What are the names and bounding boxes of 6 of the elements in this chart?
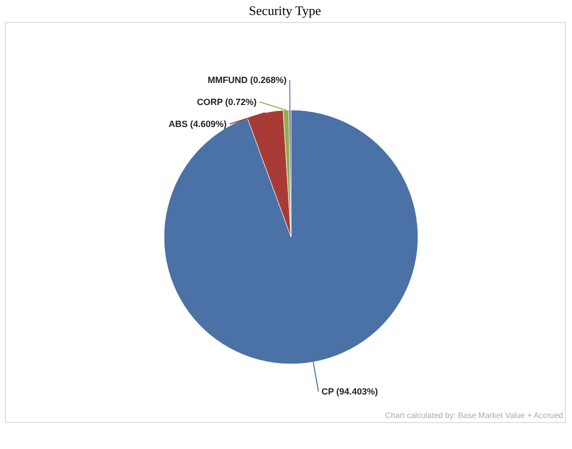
chart-title: Security Type bbox=[248, 3, 322, 18]
text: Chart calculated by: Base Market Value + Accrued bbox=[385, 411, 563, 420]
slice-label: CP (94.403%) bbox=[321, 386, 378, 397]
slice-label: ABS (4.609%) bbox=[168, 119, 227, 130]
slice-label: MMFUND (0.268%) bbox=[208, 75, 287, 86]
slice-label: CORP (0.72%) bbox=[196, 97, 257, 108]
